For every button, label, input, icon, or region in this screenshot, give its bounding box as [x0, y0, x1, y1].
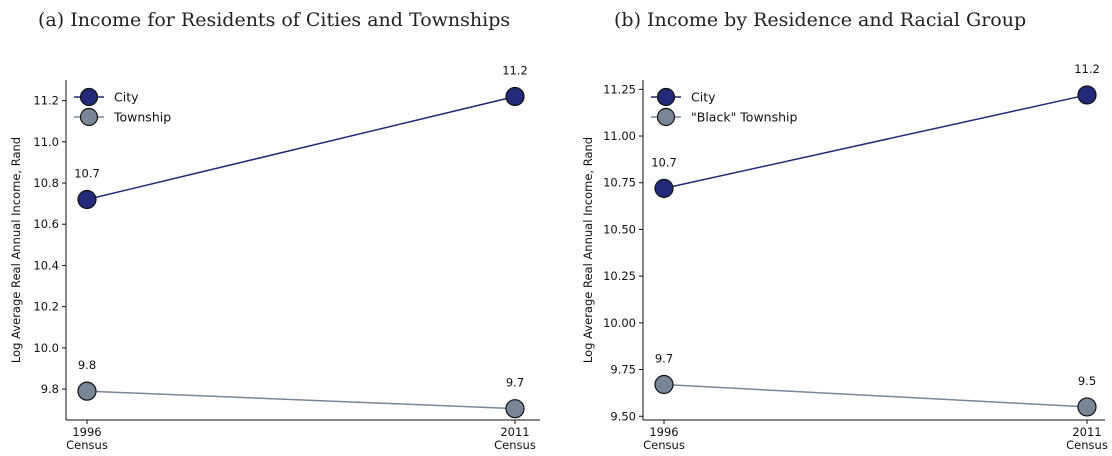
legend-marker [79, 107, 99, 127]
y-tick-label: 9.8 [41, 382, 59, 396]
x-tick-label: 2011 Census [494, 425, 536, 452]
y-tick-label: 10.00 [603, 316, 636, 330]
x-tick-label: 1996 Census [643, 425, 685, 452]
x-tick-label: 2011 Census [1066, 425, 1108, 452]
legend-label: City [114, 90, 139, 105]
legend-marker [656, 87, 676, 107]
y-axis-label: Log Average Real Annual Income, Rand [581, 137, 595, 363]
data-point [1077, 85, 1097, 105]
data-point [77, 381, 97, 401]
data-point [505, 399, 525, 419]
data-label: 9.7 [506, 376, 524, 390]
y-tick-label: 10.50 [603, 222, 636, 236]
chart-panel-a: 9.8 10.0 10.2 10.4 10.6 10.8 11.0 11.2 1996 Censu… [9, 63, 540, 452]
data-point [77, 189, 97, 210]
legend-marker [656, 107, 676, 127]
series-line [663, 94, 1088, 190]
data-label: 10.7 [74, 167, 100, 181]
legend-label: Township [113, 110, 171, 125]
data-label: 9.5 [1078, 374, 1096, 388]
y-tick-label: 11.25 [603, 82, 636, 96]
y-tick-label: 10.25 [603, 269, 636, 283]
data-label: 11.2 [502, 63, 528, 77]
data-point [654, 374, 674, 395]
data-label: 11.2 [1074, 62, 1100, 76]
y-tick-label: 10.2 [33, 300, 59, 314]
x-tick-label: 1996 Census [66, 425, 108, 452]
y-tick-label: 10.0 [33, 341, 59, 355]
y-tick-label: 11.00 [603, 129, 636, 143]
y-tick-label: 11.2 [33, 94, 59, 108]
series-line [663, 383, 1088, 408]
series-line [86, 390, 516, 410]
chart-panel-b: 9.50 9.75 10.00 10.25 10.50 10.75 11.00 11.25 19… [581, 62, 1108, 452]
legend-label: "Black" Township [691, 110, 798, 125]
panel-a-title: (a) Income for Residents of Cities and T… [38, 9, 511, 31]
y-tick-label: 10.6 [33, 217, 59, 231]
panel-b-title: (b) Income by Residence and Racial Group [614, 9, 1027, 31]
data-point [505, 86, 525, 107]
y-tick-label: 10.75 [603, 176, 636, 190]
y-tick-label: 9.50 [610, 409, 636, 423]
y-axis-label: Log Average Real Annual Income, Rand [9, 137, 23, 363]
y-tick-label: 11.0 [33, 135, 59, 149]
legend-label: City [691, 90, 716, 105]
legend-marker [79, 87, 99, 107]
data-label: 10.7 [651, 155, 677, 169]
y-tick-label: 10.8 [33, 176, 59, 190]
y-tick-label: 10.4 [33, 258, 59, 272]
data-label: 9.8 [78, 358, 96, 372]
y-tick-label: 9.75 [610, 363, 636, 377]
data-point [1077, 397, 1097, 417]
data-point [654, 178, 674, 198]
series-line [86, 95, 516, 201]
data-label: 9.7 [655, 352, 673, 366]
